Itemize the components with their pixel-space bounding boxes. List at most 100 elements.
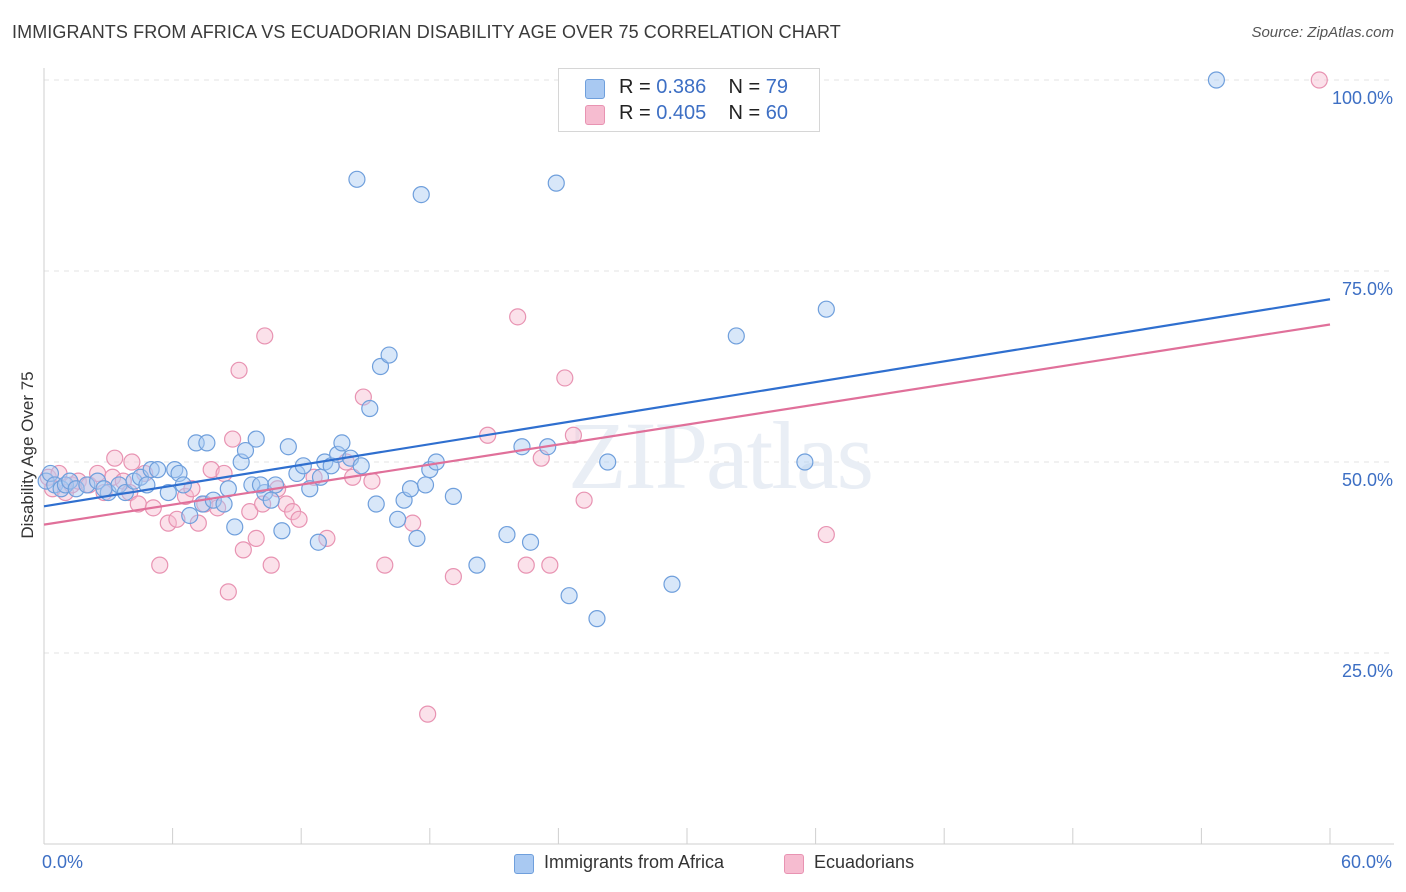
regression-lines bbox=[43, 298, 1331, 526]
data-point bbox=[419, 705, 437, 723]
data-point bbox=[247, 430, 265, 448]
data-point bbox=[371, 357, 390, 376]
data-point bbox=[123, 453, 141, 471]
data-point bbox=[348, 170, 366, 188]
data-point bbox=[575, 491, 593, 509]
gridlines bbox=[44, 79, 1394, 654]
data-point bbox=[78, 476, 96, 494]
data-point bbox=[224, 430, 242, 448]
legend-r-label: R = bbox=[619, 76, 651, 98]
data-point bbox=[241, 503, 259, 521]
data-point bbox=[262, 556, 280, 574]
data-point bbox=[247, 529, 265, 548]
data-point bbox=[333, 434, 351, 452]
data-point bbox=[444, 487, 462, 505]
data-point bbox=[547, 174, 565, 192]
data-point bbox=[468, 556, 486, 574]
data-point bbox=[444, 567, 462, 586]
data-point bbox=[279, 438, 297, 456]
data-point bbox=[256, 327, 274, 345]
data-point bbox=[404, 514, 422, 532]
data-point bbox=[148, 461, 167, 479]
legend-swatch-blue bbox=[585, 79, 605, 99]
data-point bbox=[513, 438, 531, 456]
legend-n-value: 79 bbox=[765, 76, 789, 98]
data-point bbox=[318, 529, 336, 548]
data-point bbox=[817, 525, 835, 544]
bottom-legend-label-ecuadorians: Ecuadorians bbox=[814, 852, 915, 872]
data-point bbox=[408, 529, 426, 548]
legend: R = 0.386 N = 79 R = 0.405 N = 60 bbox=[558, 68, 820, 132]
legend-text-ecuadorians: R = 0.405 N = 60 bbox=[619, 102, 788, 125]
data-point bbox=[498, 525, 516, 544]
data-point bbox=[236, 441, 255, 460]
data-point bbox=[509, 308, 527, 326]
data-point bbox=[521, 533, 540, 551]
data-point bbox=[183, 480, 201, 498]
data-point bbox=[159, 483, 177, 502]
data-point bbox=[251, 476, 270, 494]
legend-text-africa: R = 0.386 N = 79 bbox=[619, 76, 788, 99]
bottom-legend-swatch-pink bbox=[784, 854, 804, 874]
chart-title: IMMIGRANTS FROM AFRICA VS ECUADORIAN DIS… bbox=[12, 22, 841, 42]
data-point bbox=[230, 361, 248, 379]
data-point bbox=[560, 587, 578, 605]
data-point bbox=[1310, 71, 1328, 89]
data-point bbox=[556, 369, 574, 387]
data-point bbox=[376, 556, 394, 574]
ecuadorians-points bbox=[39, 71, 1328, 723]
legend-swatch-pink bbox=[585, 105, 605, 125]
data-point bbox=[106, 449, 124, 467]
data-point bbox=[517, 556, 535, 574]
y-tick-label: 25.0% bbox=[1342, 661, 1393, 681]
data-point bbox=[541, 556, 559, 574]
data-point bbox=[389, 510, 407, 528]
legend-r-value: 0.405 bbox=[656, 102, 707, 124]
data-point bbox=[262, 491, 280, 509]
data-point bbox=[367, 495, 385, 513]
y-tick-label: 100.0% bbox=[1332, 88, 1393, 108]
regression-line-ecuadorians bbox=[43, 323, 1331, 526]
bottom-legend-label-africa: Immigrants from Africa bbox=[544, 852, 725, 872]
regression-line-africa bbox=[43, 298, 1331, 508]
data-point bbox=[151, 556, 169, 574]
legend-n-label: N = bbox=[728, 102, 761, 124]
data-point bbox=[599, 453, 617, 471]
data-point bbox=[168, 510, 186, 528]
bottom-legend-swatch-blue bbox=[514, 854, 534, 874]
data-point bbox=[796, 453, 814, 471]
legend-n-label: N = bbox=[728, 76, 761, 98]
data-point bbox=[198, 434, 216, 452]
data-point bbox=[352, 457, 370, 475]
africa-points bbox=[37, 71, 1226, 628]
data-point bbox=[588, 610, 606, 628]
legend-n-value: 60 bbox=[765, 102, 789, 124]
legend-r-label: R = bbox=[619, 102, 651, 124]
data-point bbox=[663, 575, 681, 593]
data-point bbox=[401, 480, 420, 498]
y-tick-label: 75.0% bbox=[1342, 279, 1393, 299]
y-tick-label: 50.0% bbox=[1342, 470, 1393, 490]
data-point bbox=[234, 541, 252, 559]
data-point bbox=[95, 480, 113, 498]
data-point bbox=[219, 583, 237, 601]
data-point bbox=[817, 300, 835, 318]
data-point bbox=[181, 506, 199, 525]
data-point bbox=[727, 327, 745, 345]
data-point bbox=[309, 533, 327, 551]
x-tick-label-min: 0.0% bbox=[42, 852, 84, 872]
legend-r-value: 0.386 bbox=[656, 76, 707, 98]
data-point bbox=[412, 186, 430, 204]
data-point bbox=[67, 480, 85, 498]
data-point bbox=[202, 461, 220, 479]
data-point bbox=[380, 346, 398, 364]
x-tick-label-max: 60.0% bbox=[1340, 852, 1392, 872]
y-tick-labels: 25.0% 50.0% 75.0% 100.0% bbox=[1332, 88, 1393, 681]
data-point bbox=[273, 522, 291, 540]
data-point bbox=[226, 518, 244, 536]
watermark: ZIPatlas bbox=[568, 402, 872, 509]
data-point bbox=[416, 476, 435, 494]
data-point bbox=[290, 510, 308, 528]
data-point bbox=[361, 399, 379, 418]
